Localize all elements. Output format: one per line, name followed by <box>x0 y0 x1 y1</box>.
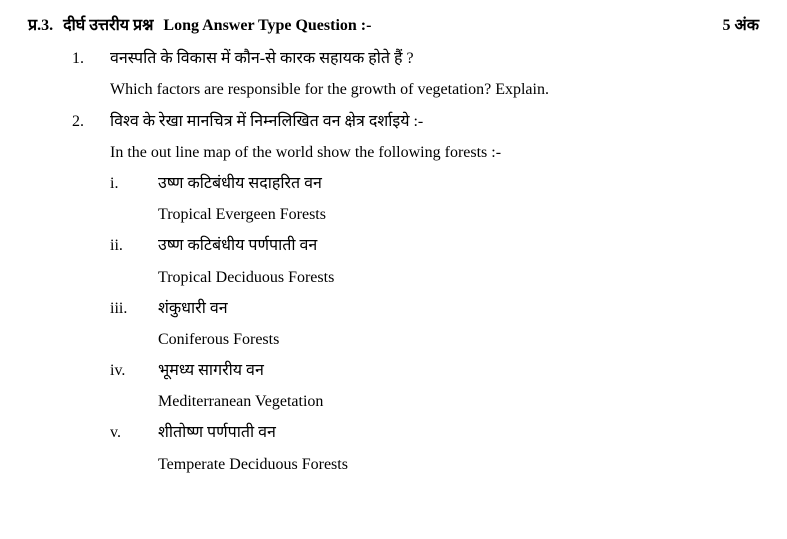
sub-item-text-en: Tropical Deciduous Forests <box>158 264 759 291</box>
section-marks: 5 अंक <box>722 12 759 39</box>
sub-item-text-hi: उष्ण कटिबंधीय पर्णपाती वन <box>158 232 317 259</box>
sub-item-number: iii. <box>110 295 158 322</box>
sub-item-text-en: Mediterranean Vegetation <box>158 388 759 415</box>
question-number: 1. <box>72 45 110 72</box>
question-number: 2. <box>72 108 110 135</box>
question-text-en: In the out line map of the world show th… <box>110 139 759 166</box>
section-header: प्र.3. दीर्घ उत्तरीय प्रश्न Long Answer … <box>28 12 759 39</box>
question-text-hi: विश्व के रेखा मानचित्र में निम्नलिखित वन… <box>110 108 423 135</box>
sub-item-number: ii. <box>110 232 158 259</box>
sub-item-number: i. <box>110 170 158 197</box>
sub-item-number: iv. <box>110 357 158 384</box>
sub-item-row: ii.उष्ण कटिबंधीय पर्णपाती वन <box>110 232 759 259</box>
question-row: 2.विश्व के रेखा मानचित्र में निम्नलिखित … <box>72 108 759 135</box>
sub-item-text-en: Temperate Deciduous Forests <box>158 451 759 478</box>
sub-item-text-en: Coniferous Forests <box>158 326 759 353</box>
sub-item-row: iv.भूमध्य सागरीय वन <box>110 357 759 384</box>
section-title-en: Long Answer Type Question :- <box>163 12 371 39</box>
question-text-en: Which factors are responsible for the gr… <box>110 76 759 103</box>
section-qnum: प्र.3. <box>28 12 53 39</box>
sub-item-text-hi: शीतोष्ण पर्णपाती वन <box>158 419 276 446</box>
question-row: 1.वनस्पति के विकास में कौन-से कारक सहायक… <box>72 45 759 72</box>
sub-item-text-hi: भूमध्य सागरीय वन <box>158 357 264 384</box>
sub-item-text-en: Tropical Evergeen Forests <box>158 201 759 228</box>
question-text-hi: वनस्पति के विकास में कौन-से कारक सहायक ह… <box>110 45 414 72</box>
sub-item-text-hi: उष्ण कटिबंधीय सदाहरित वन <box>158 170 322 197</box>
section-title-hi: दीर्घ उत्तरीय प्रश्न <box>63 12 153 39</box>
sub-item-row: i.उष्ण कटिबंधीय सदाहरित वन <box>110 170 759 197</box>
questions-container: 1.वनस्पति के विकास में कौन-से कारक सहायक… <box>28 45 759 478</box>
sub-item-row: iii.शंकुधारी वन <box>110 295 759 322</box>
sub-item-row: v.शीतोष्ण पर्णपाती वन <box>110 419 759 446</box>
sub-item-number: v. <box>110 419 158 446</box>
sub-item-text-hi: शंकुधारी वन <box>158 295 228 322</box>
